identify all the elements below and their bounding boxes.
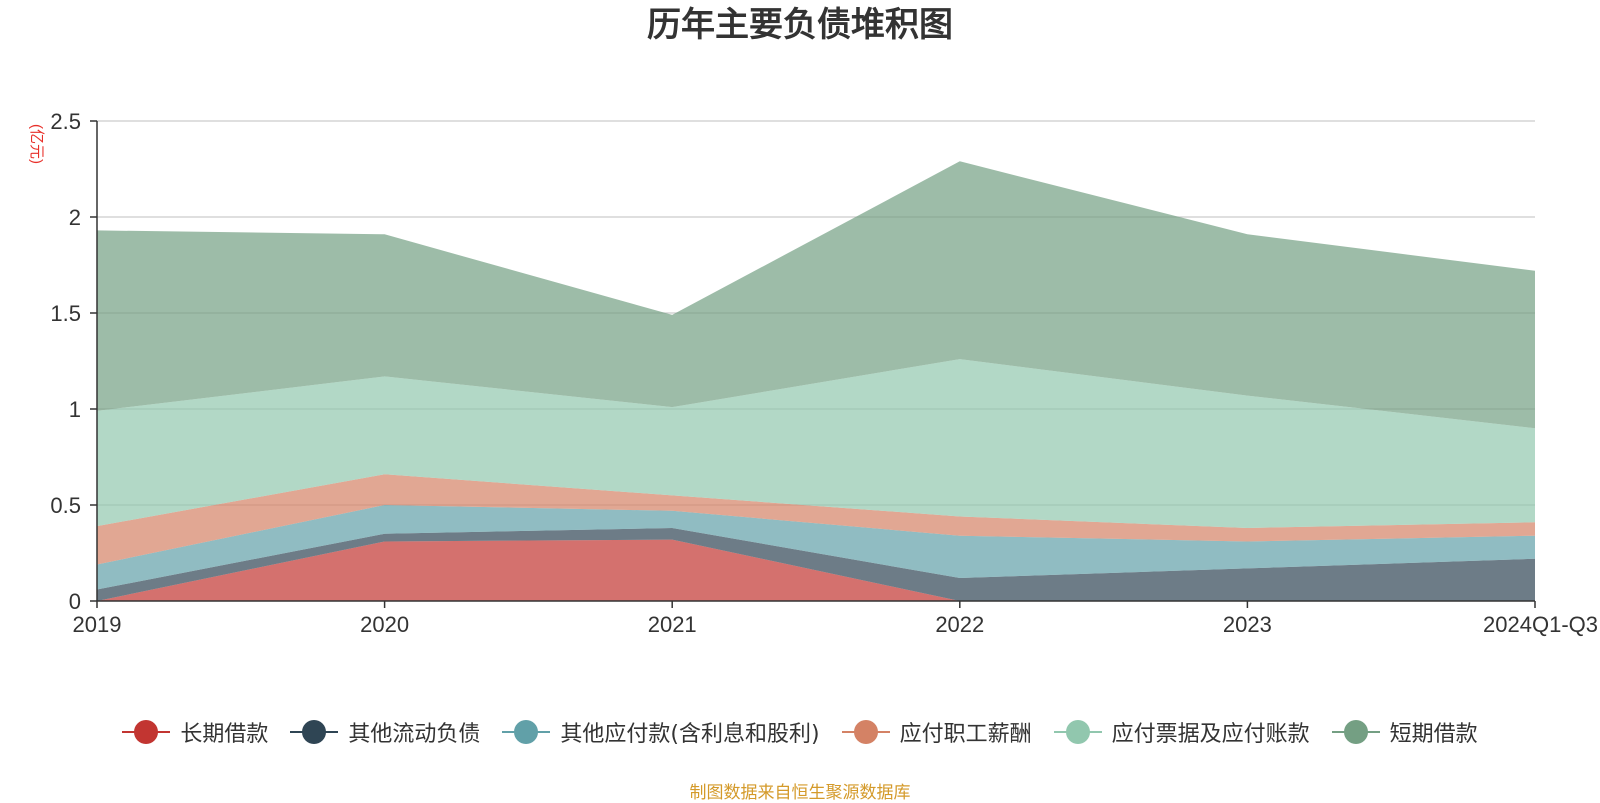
- source-note: 制图数据来自恒生聚源数据库: [689, 783, 911, 803]
- x-tick-label: 2022: [935, 612, 984, 637]
- x-tick-label: 2024Q1-Q3: [1483, 612, 1598, 637]
- legend-label: 应付职工薪酬: [899, 722, 1032, 747]
- y-tick-label: 0: [69, 589, 81, 614]
- area-series-5: [97, 161, 1535, 429]
- y-tick-label: 1.5: [50, 301, 81, 326]
- legend-item[interactable]: 其他流动负债: [290, 716, 480, 748]
- y-tick-label: 2: [69, 205, 81, 230]
- y-axis-unit-label: (亿元): [28, 124, 45, 164]
- x-tick-label: 2019: [73, 612, 122, 637]
- legend-marker-icon: [290, 719, 339, 745]
- legend-label: 长期借款: [180, 722, 269, 747]
- area-series-2: [97, 505, 1535, 590]
- legend-item[interactable]: 应付职工薪酬: [841, 716, 1032, 748]
- legend-label: 其他应付款(含利息和股利): [560, 722, 820, 747]
- legend-label: 短期借款: [1389, 722, 1478, 747]
- y-tick-label: 0.5: [50, 493, 81, 518]
- area-series-4: [97, 359, 1535, 528]
- legend-marker-icon: [1331, 719, 1380, 745]
- legend-marker-icon: [841, 719, 890, 745]
- legend-marker-icon: [1053, 719, 1102, 745]
- legend-marker-icon: [502, 719, 551, 745]
- legend-label: 其他流动负债: [348, 722, 481, 747]
- axes: 0 0.5 1 1.5 2 2.5 2019 2020 2021 2022 2023 2024Q1-Q…: [50, 109, 1598, 637]
- area-series-3: [97, 474, 1535, 565]
- legend-label: 应付票据及应付账款: [1111, 722, 1310, 747]
- legend-marker-icon: [122, 719, 171, 745]
- legend-item[interactable]: 长期借款: [122, 716, 268, 748]
- y-tick-label: 1: [69, 397, 81, 422]
- area-series: [97, 161, 1535, 601]
- chart-title: 历年主要负债堆积图: [647, 5, 953, 45]
- x-tick-label: 2020: [360, 612, 409, 637]
- legend: 长期借款 其他流动负债 其他应付款(含利息和股利) 应付职工薪酬 应付票据及应付账款 短期…: [0, 716, 1600, 748]
- area-series-1: [97, 528, 1535, 601]
- y-tick-label: 2.5: [50, 109, 81, 134]
- legend-item[interactable]: 其他应付款(含利息和股利): [502, 716, 820, 748]
- legend-item[interactable]: 应付票据及应付账款: [1053, 716, 1310, 748]
- x-tick-label: 2023: [1223, 612, 1272, 637]
- x-tick-label: 2021: [648, 612, 697, 637]
- legend-item[interactable]: 短期借款: [1331, 716, 1478, 748]
